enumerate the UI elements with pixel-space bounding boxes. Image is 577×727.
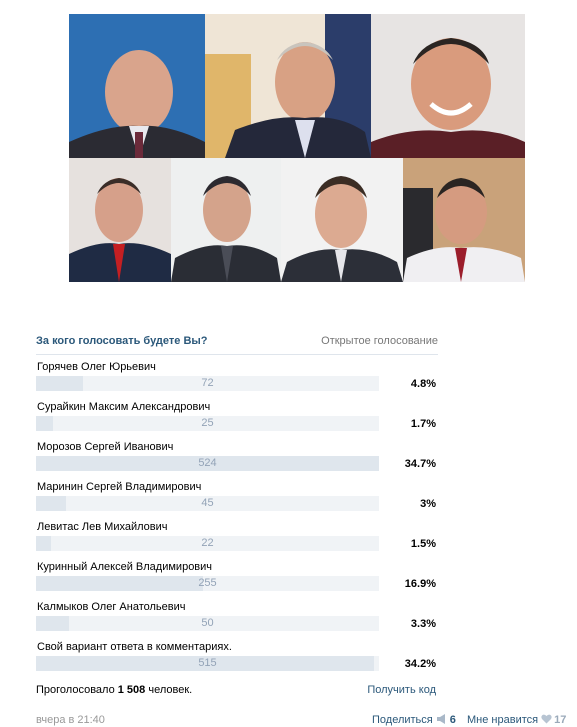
poll-option-bar: 524 (36, 456, 379, 471)
candidate-photo-5 (171, 158, 281, 282)
poll-total-count: 1 508 (117, 684, 146, 696)
poll-option-count: 22 (201, 537, 214, 549)
megaphone-icon (436, 714, 445, 724)
poll-option-count: 524 (198, 457, 217, 469)
poll-option-bar-fill (36, 536, 51, 551)
poll-total: Проголосовало 1 508 человек. (36, 684, 192, 696)
poll-option-bar-fill (36, 656, 375, 671)
like-button[interactable]: Мне нравится 17 (467, 714, 566, 726)
poll-option[interactable]: Калмыков Олег Анатольевич 50 3.3% (36, 601, 440, 641)
poll-option-bar-fill (36, 616, 69, 631)
like-count: 17 (554, 714, 567, 726)
candidate-photo-3 (371, 14, 525, 158)
like-label: Мне нравится (467, 714, 539, 726)
poll-options-list: Горячев Олег Юрьевич 72 4.8% Сурайкин Ма… (36, 361, 440, 681)
poll-option-label: Сурайкин Максим Александрович (37, 401, 211, 413)
candidate-photo-1 (69, 14, 205, 158)
poll-option-count: 50 (201, 617, 214, 629)
poll-option-label: Маринин Сергей Владимирович (37, 481, 202, 493)
poll-total-suffix: человек. (148, 684, 193, 696)
poll-option-label: Левитас Лев Михайлович (37, 521, 168, 533)
candidates-photo-collage (69, 14, 525, 282)
poll-option-bar: 22 (36, 536, 379, 551)
post-meta-bar: вчера в 21:40 Поделиться 6 Мне нравится 17 (36, 714, 566, 727)
poll-option[interactable]: Горячев Олег Юрьевич 72 4.8% (36, 361, 440, 401)
poll-option-bar: 255 (36, 576, 379, 591)
candidate-photo-2 (205, 14, 371, 158)
poll-option-bar: 515 (36, 656, 379, 671)
post-timestamp[interactable]: вчера в 21:40 (36, 714, 105, 726)
poll-option-label: Куринный Алексей Владимирович (37, 561, 213, 573)
poll-option-percent: 3% (420, 498, 436, 510)
poll-option-label: Свой вариант ответа в комментариях. (37, 641, 232, 653)
get-code-link[interactable]: Получить код (367, 684, 436, 696)
poll-option-bar: 72 (36, 376, 379, 391)
candidate-photo-7 (403, 158, 525, 282)
poll-option-bar-fill (36, 376, 84, 391)
share-label: Поделиться (372, 714, 433, 726)
poll-option-label: Калмыков Олег Анатольевич (37, 601, 186, 613)
poll-option-bar-fill (36, 576, 204, 591)
poll-option[interactable]: Морозов Сергей Иванович 524 34.7% (36, 441, 440, 481)
poll-option-bar: 45 (36, 496, 379, 511)
poll-option-percent: 1.5% (410, 538, 436, 550)
poll-option-bar-fill (36, 456, 379, 471)
poll-option-count: 255 (198, 577, 217, 589)
candidate-photo-6 (281, 158, 403, 282)
poll-option[interactable]: Левитас Лев Михайлович 22 1.5% (36, 521, 440, 561)
poll-option-label: Горячев Олег Юрьевич (37, 361, 156, 373)
poll-header: За кого голосовать будете Вы? Открытое г… (36, 334, 438, 355)
poll-option-percent: 1.7% (410, 418, 436, 430)
poll-type-label: Открытое голосование (321, 335, 438, 347)
poll-option-percent: 16.9% (404, 578, 436, 590)
poll-footer: Проголосовало 1 508 человек. Получить ко… (36, 684, 438, 700)
poll-option-count: 515 (198, 657, 217, 669)
poll-option-bar-fill (36, 496, 66, 511)
poll-option[interactable]: Куринный Алексей Владимирович 255 16.9% (36, 561, 440, 601)
heart-icon (541, 714, 552, 724)
poll-option-bar: 25 (36, 416, 379, 431)
poll-option-percent: 4.8% (410, 378, 436, 390)
poll-total-prefix: Проголосовало (36, 684, 115, 696)
poll-question: За кого голосовать будете Вы? (36, 335, 208, 347)
poll-option-bar: 50 (36, 616, 379, 631)
poll-option-count: 25 (201, 417, 214, 429)
candidate-photo-4 (69, 158, 171, 282)
poll-option-percent: 34.7% (404, 458, 436, 470)
poll-option-bar-fill (36, 416, 53, 431)
poll-option-percent: 34.2% (404, 658, 436, 670)
poll-option-percent: 3.3% (410, 618, 436, 630)
share-button[interactable]: Поделиться 6 (372, 714, 456, 726)
poll-option[interactable]: Свой вариант ответа в комментариях. 515 … (36, 641, 440, 681)
poll-option[interactable]: Маринин Сергей Владимирович 45 3% (36, 481, 440, 521)
share-count: 6 (449, 714, 456, 726)
poll-option-label: Морозов Сергей Иванович (37, 441, 174, 453)
poll-option[interactable]: Сурайкин Максим Александрович 25 1.7% (36, 401, 440, 441)
poll-option-count: 45 (201, 497, 214, 509)
poll-option-count: 72 (201, 377, 214, 389)
